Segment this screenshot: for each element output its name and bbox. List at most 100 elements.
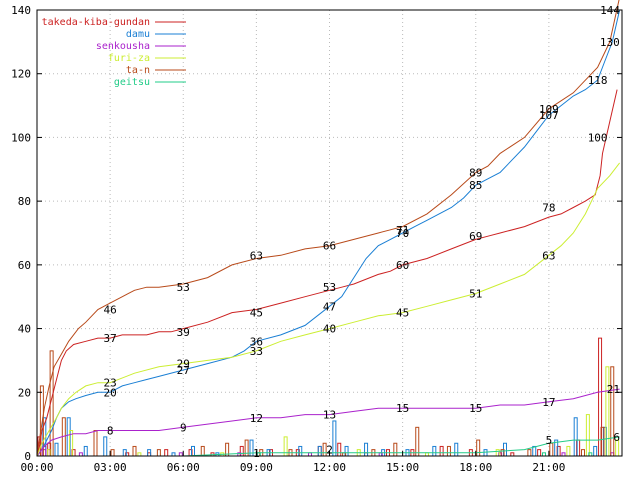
x-tick-label: 21:00	[532, 461, 565, 474]
y-tick-label: 100	[11, 131, 31, 144]
activity-bar	[337, 442, 342, 457]
data-label: 85	[469, 179, 482, 192]
y-tick-label: 140	[11, 4, 31, 17]
activity-bar	[393, 442, 398, 457]
activity-bar	[573, 417, 578, 457]
data-label: 15	[469, 402, 482, 415]
activity-bar	[476, 439, 481, 457]
activity-bar	[110, 449, 115, 457]
data-label: 45	[250, 307, 263, 320]
data-label: 45	[396, 307, 409, 320]
data-label: 107	[539, 109, 559, 122]
data-label: 33	[250, 345, 263, 358]
series-line	[36, 0, 620, 457]
series-line	[36, 388, 620, 457]
legend-label: damu	[126, 29, 150, 40]
activity-bar	[298, 445, 303, 457]
data-label: 109	[539, 103, 559, 116]
y-tick-label: 40	[18, 323, 31, 336]
data-label: 66	[323, 240, 336, 253]
data-label: 60	[396, 259, 409, 272]
data-label: 5	[546, 434, 553, 447]
data-label: 130	[600, 36, 620, 49]
data-label: 37	[104, 332, 117, 345]
activity-bar	[83, 445, 88, 457]
data-label: 2	[326, 444, 333, 457]
data-label: 46	[104, 303, 117, 316]
series-lines	[36, 0, 621, 457]
data-label: 51	[469, 288, 482, 301]
data-label: 20	[104, 386, 117, 399]
activity-bar	[93, 430, 98, 457]
activity-bar	[332, 420, 337, 457]
data-label: 118	[588, 74, 608, 87]
data-label: 27	[177, 364, 190, 377]
activity-bar	[527, 449, 532, 457]
activity-bar	[164, 449, 169, 457]
activity-bar	[415, 426, 420, 457]
activity-bar	[585, 414, 590, 457]
data-label: 39	[177, 326, 190, 339]
x-tick-label: 06:00	[167, 461, 200, 474]
activity-bar	[191, 445, 195, 457]
y-tick-label: 80	[18, 195, 31, 208]
activity-bar	[483, 449, 488, 457]
data-label: 36	[250, 335, 263, 348]
activity-bar	[54, 442, 59, 457]
series-line	[36, 9, 621, 457]
x-tick-label: 09:00	[240, 461, 273, 474]
data-label: 70	[396, 227, 409, 240]
x-tick-label: 12:00	[313, 461, 346, 474]
y-tick-label: 120	[11, 68, 31, 81]
data-label: 6	[613, 431, 620, 444]
activity-bar	[132, 445, 137, 457]
x-tick-label: 18:00	[459, 461, 492, 474]
activity-bar	[200, 445, 205, 457]
data-label: 53	[177, 281, 190, 294]
legend: takeda-kiba-gundandamusenkoushafuri-zata…	[42, 17, 186, 88]
x-tick-label: 00:00	[20, 461, 53, 474]
data-label: 40	[323, 323, 336, 336]
data-label: 100	[588, 131, 608, 144]
legend-label: geitsu	[114, 77, 150, 88]
activity-bar	[364, 442, 369, 457]
y-tick-label: 20	[18, 386, 31, 399]
activity-bar	[122, 449, 127, 457]
activity-bar	[439, 445, 444, 457]
activity-bar	[156, 449, 161, 457]
data-label: 53	[323, 281, 336, 294]
activity-bar	[103, 436, 108, 457]
data-label: 71	[396, 224, 409, 237]
legend-label: ta-n	[126, 65, 150, 76]
data-label: 17	[542, 396, 555, 409]
activity-bar	[600, 426, 605, 457]
x-tick-label: 15:00	[386, 461, 419, 474]
activity-bar	[317, 445, 322, 457]
activity-bar	[495, 449, 500, 457]
data-label: 78	[542, 202, 555, 215]
data-label: 9	[180, 421, 187, 434]
activity-bar	[432, 445, 437, 457]
activity-bar	[532, 445, 537, 457]
activity-bar	[566, 445, 571, 457]
legend-label: furi-za	[108, 53, 150, 64]
activity-bar	[446, 445, 451, 457]
data-label: 63	[250, 249, 263, 262]
data-label: 12	[250, 412, 263, 425]
activity-bar	[581, 449, 585, 457]
activity-bar	[593, 445, 598, 457]
series-line	[36, 162, 620, 457]
activity-bar	[537, 449, 542, 457]
data-label: 23	[104, 377, 117, 390]
data-label: 47	[323, 300, 336, 313]
data-label: 21	[607, 383, 620, 396]
legend-label: takeda-kiba-gundan	[42, 17, 150, 28]
data-label: 15	[396, 402, 409, 415]
activity-bar	[454, 442, 459, 457]
data-label: 89	[469, 166, 482, 179]
x-tick-label: 03:00	[94, 461, 127, 474]
legend-label: senkousha	[96, 41, 150, 52]
data-label: 8	[107, 425, 114, 438]
